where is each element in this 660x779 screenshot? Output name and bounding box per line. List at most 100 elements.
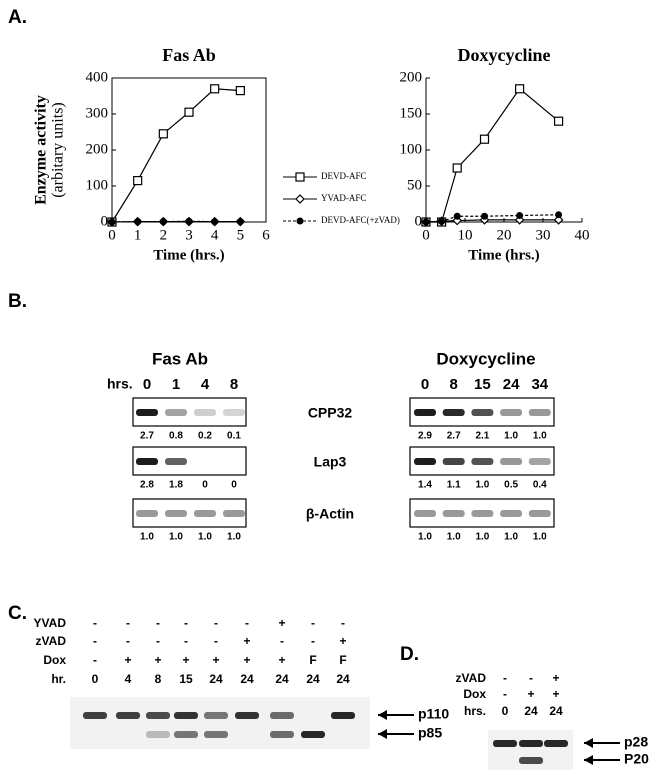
blot-band [519,757,543,764]
blot-background [70,697,370,749]
lane-label: 8 [230,376,238,393]
y-tick-label: 200 [400,69,423,85]
blot-band [500,510,522,517]
data-point [438,218,445,225]
condition-value: - [503,687,507,701]
blot-band [529,458,551,465]
lane-label: 8 [450,376,458,393]
condition-value: 24 [524,704,538,718]
blot-band [301,731,325,738]
condition-value: 24 [240,672,254,686]
condition-value: - [93,634,97,648]
lane-label: 0 [143,376,151,393]
condition-value: + [339,634,346,648]
y-tick-label: 100 [400,141,423,157]
blot-row-label: CPP32 [308,405,353,421]
condition-value: 15 [179,672,193,686]
blot-title: Fas Ab [152,349,208,368]
condition-value: 4 [125,672,132,686]
blot-band [136,510,158,517]
quantity-label: 1.0 [475,532,489,543]
blot-band [471,458,493,465]
condition-value: - [184,616,188,630]
blot-band [174,731,198,738]
quantity-label: 2.9 [418,431,432,442]
y-tick-label: 400 [86,69,109,85]
data-point [481,135,489,143]
blot-band [443,409,465,416]
band-label: P20 [624,751,649,767]
x-tick-label: 30 [536,227,551,243]
x-tick-label: 4 [211,227,219,243]
legend-label: DEVD-AFC(+zVAD) [321,215,400,225]
condition-value: 8 [155,672,162,686]
condition-value: - [156,634,160,648]
condition-value: 0 [92,672,99,686]
condition-value: - [126,634,130,648]
blot-band [443,458,465,465]
condition-value: - [126,616,130,630]
blot-band [519,740,543,747]
x-axis-label: Time (hrs.) [468,247,539,263]
data-point [516,212,523,219]
lane-label: 15 [474,376,491,393]
quantity-label: 0.5 [504,480,518,491]
blot-band [223,510,245,517]
x-tick-label: 0 [108,227,116,243]
condition-value: 24 [275,672,289,686]
quantity-label: 1.0 [504,431,518,442]
blot-band [116,712,140,719]
data-point [481,213,488,220]
quantity-label: 1.0 [169,532,183,543]
x-tick-label: 1 [134,227,142,243]
blot-band [223,409,245,416]
condition-value: + [124,653,131,667]
data-point [134,218,141,225]
condition-value: + [212,653,219,667]
blot-band [83,712,107,719]
blot-band [174,712,198,719]
condition-value: F [339,653,346,667]
blot-band [500,409,522,416]
quantity-label: 0.2 [198,431,212,442]
quantity-label: 1.0 [140,532,154,543]
blot-title: Doxycycline [436,349,535,368]
condition-value: 24 [336,672,350,686]
chart-title: Fas Ab [162,45,216,65]
condition-value: + [278,653,285,667]
blot-band [194,409,216,416]
x-tick-label: 3 [185,227,193,243]
condition-value: + [182,653,189,667]
quantity-label: 1.4 [418,480,432,491]
data-point [160,218,167,225]
quantity-label: 2.1 [475,431,489,442]
data-point [423,219,430,226]
condition-value: - [503,671,507,685]
blot-band [204,712,228,719]
x-tick-label: 5 [237,227,245,243]
y-tick-label: 200 [86,141,109,157]
blot-band [493,740,517,747]
x-tick-label: 40 [575,227,590,243]
y-axis-label: Enzyme activity [33,95,50,205]
condition-value: - [156,616,160,630]
blot-band [414,409,436,416]
lane-label: 0 [421,376,429,393]
blot-band [270,712,294,719]
blot-band [471,409,493,416]
legend-label: DEVD-AFC [321,171,367,181]
x-tick-label: 10 [458,227,473,243]
blot-band [136,458,158,465]
band-label: p28 [624,734,648,750]
y-tick-label: 150 [400,105,423,121]
blot-band [194,510,216,517]
blot-band [500,458,522,465]
blot-band [146,712,170,719]
blot-band [331,712,355,719]
condition-value: + [243,653,250,667]
condition-label: zVAD [456,671,487,685]
condition-value: + [243,634,250,648]
x-tick-label: 20 [497,227,512,243]
quantity-label: 2.7 [140,431,154,442]
blot-band [414,458,436,465]
